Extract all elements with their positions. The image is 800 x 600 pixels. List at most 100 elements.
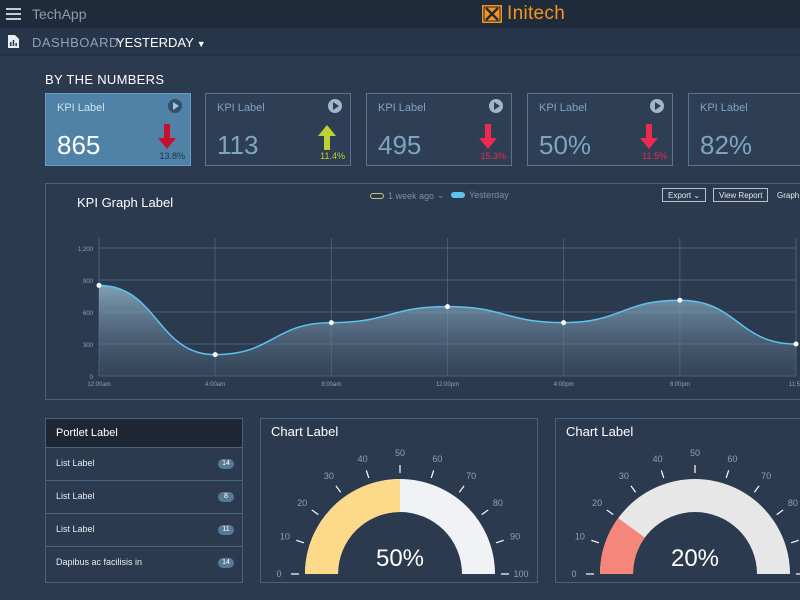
kpi-label: KPI Label bbox=[217, 102, 265, 114]
kpi-label: KPI Label bbox=[57, 102, 105, 114]
chart-title: Chart Label bbox=[566, 424, 634, 439]
gauge-tick-label: 80 bbox=[493, 498, 503, 508]
kpi-value: 113 bbox=[217, 130, 259, 160]
gauge-tick bbox=[495, 539, 504, 544]
kpi-card-1[interactable]: KPI Label 865 13.8% bbox=[45, 93, 191, 166]
data-point bbox=[445, 304, 450, 310]
legend-previous[interactable]: 1 week ago ⌄ bbox=[370, 190, 445, 201]
legend-previous-label: 1 week ago bbox=[388, 190, 435, 201]
gauge-tick-label: 50 bbox=[690, 448, 700, 458]
gauge-track bbox=[600, 479, 790, 574]
list-item[interactable]: List Label 11 bbox=[46, 513, 242, 546]
period-dropdown[interactable]: YESTERDAY ▼ bbox=[116, 35, 206, 50]
chevron-down-icon: ⌄ bbox=[437, 190, 445, 200]
section-title: BY THE NUMBERS bbox=[45, 72, 165, 87]
kpi-graph-card: KPI Graph Label 1 week ago ⌄ Yesterday E… bbox=[45, 183, 800, 400]
x-tick-label: 12:00pm bbox=[436, 382, 459, 388]
brand-logo: Initech bbox=[482, 3, 565, 24]
play-icon[interactable] bbox=[328, 99, 342, 113]
data-point bbox=[677, 297, 683, 303]
kpi-area-chart: 1,200 900 600 300 012:00am 4:00am 8:00am 12:00p… bbox=[78, 238, 800, 388]
chevron-down-icon: ⌄ bbox=[693, 191, 701, 200]
list-item-label: List Label bbox=[56, 458, 95, 468]
menu-icon[interactable] bbox=[6, 8, 21, 20]
play-icon[interactable] bbox=[489, 99, 503, 113]
x-tick-label: 11:59 bbox=[789, 382, 800, 388]
portlet-list: Portlet Label List Label 14 List Label 8… bbox=[45, 418, 243, 583]
gauge-tick bbox=[458, 485, 465, 493]
gauge-tick-label: 30 bbox=[619, 471, 629, 481]
kpi-card-3[interactable]: KPI Label 495 15.3% bbox=[366, 93, 512, 166]
y-tick-label: 600 bbox=[83, 311, 94, 317]
gauge-tick-label: 20 bbox=[297, 498, 307, 508]
kpi-card-5[interactable]: KPI Label 82% bbox=[688, 93, 800, 166]
gauge-card-1: Chart Label 0 10 20 30 40 50 60 70 80 90 100 50% bbox=[260, 418, 538, 583]
gauge-tick bbox=[606, 509, 614, 516]
breadcrumb-bar: DASHBOARD YESTERDAY ▼ bbox=[0, 28, 800, 56]
gauge-tick-label: 40 bbox=[653, 454, 663, 464]
gauge-tick-label: 20 bbox=[592, 498, 602, 508]
count-badge: 11 bbox=[218, 525, 234, 535]
gauge-tick-label: 80 bbox=[788, 498, 798, 508]
export-button[interactable]: Export ⌄ bbox=[662, 188, 707, 202]
gauge-tick bbox=[753, 485, 760, 493]
play-icon[interactable] bbox=[650, 99, 664, 113]
gauge-tick-label: 70 bbox=[761, 471, 771, 481]
gauge-tick-label: 0 bbox=[276, 569, 281, 579]
list-item[interactable]: List Label 14 bbox=[46, 447, 242, 480]
y-tick-label: 0 bbox=[90, 375, 94, 381]
kpi-change: 13.8% bbox=[159, 151, 185, 161]
arrow-down-icon bbox=[479, 124, 497, 149]
portlet-title: Portlet Label bbox=[46, 419, 242, 447]
kpi-card-2[interactable]: KPI Label 113 11.4% bbox=[205, 93, 351, 166]
graph-menu-label: Graph bbox=[777, 191, 800, 200]
list-item[interactable]: List Label 8 bbox=[46, 480, 242, 513]
legend-current[interactable]: Yesterday bbox=[451, 190, 509, 200]
gauge-tick bbox=[725, 470, 730, 479]
list-item[interactable]: Dapibus ac facilisis in 14 bbox=[46, 546, 242, 579]
gauge-tick bbox=[630, 485, 637, 493]
gauge-tick bbox=[296, 539, 305, 544]
gauge-tick bbox=[776, 509, 784, 516]
kpi-value: 50% bbox=[539, 130, 592, 160]
view-report-button[interactable]: View Report bbox=[713, 188, 769, 202]
play-icon[interactable] bbox=[168, 99, 182, 113]
legend-swatch-current bbox=[451, 192, 465, 198]
x-tick-label: 12:00am bbox=[87, 382, 110, 388]
gauge-chart: 010203040506070809010020% bbox=[571, 448, 800, 579]
kpi-value: 82% bbox=[700, 130, 753, 160]
gauge-fill bbox=[305, 479, 400, 574]
data-point bbox=[96, 282, 102, 288]
gauge-tick-label: 50 bbox=[395, 448, 405, 458]
kpi-card-4[interactable]: KPI Label 50% 11.5% bbox=[527, 93, 673, 166]
breadcrumb-dashboard[interactable]: DASHBOARD bbox=[32, 35, 119, 50]
x-tick-label: 8:00pm bbox=[670, 382, 690, 388]
gauge-value: 20% bbox=[671, 545, 719, 572]
y-tick-label: 900 bbox=[83, 279, 94, 285]
gauge-tick bbox=[481, 509, 489, 516]
x-tick-label: 4:00am bbox=[205, 382, 225, 388]
report-document-icon[interactable] bbox=[8, 35, 19, 48]
count-badge: 8 bbox=[218, 492, 234, 502]
count-badge: 14 bbox=[218, 558, 234, 568]
kpi-label: KPI Label bbox=[700, 102, 748, 114]
kpi-change: 11.4% bbox=[320, 151, 345, 161]
data-point bbox=[561, 320, 567, 326]
count-badge: 14 bbox=[218, 459, 234, 469]
data-point bbox=[212, 352, 218, 358]
gauge-tick-label: 30 bbox=[324, 471, 334, 481]
gauge-value: 50% bbox=[376, 545, 424, 572]
gauge-tick-label: 90 bbox=[510, 532, 520, 542]
initech-logo-icon bbox=[482, 5, 502, 23]
graph-menu-button[interactable]: Graph ▾ bbox=[777, 191, 800, 200]
series-area bbox=[99, 285, 796, 376]
gauge-tick bbox=[311, 509, 319, 516]
gauge-tick-label: 40 bbox=[358, 454, 368, 464]
graph-title: KPI Graph Label bbox=[77, 195, 174, 210]
gauge-fill bbox=[600, 518, 645, 574]
data-point bbox=[793, 341, 799, 347]
list-item-label: List Label bbox=[56, 491, 95, 501]
gauge-card-2: Chart Label 010203040506070809010020% bbox=[555, 418, 800, 583]
legend-current-label: Yesterday bbox=[469, 190, 509, 200]
top-bar: TechApp Initech bbox=[0, 0, 800, 28]
